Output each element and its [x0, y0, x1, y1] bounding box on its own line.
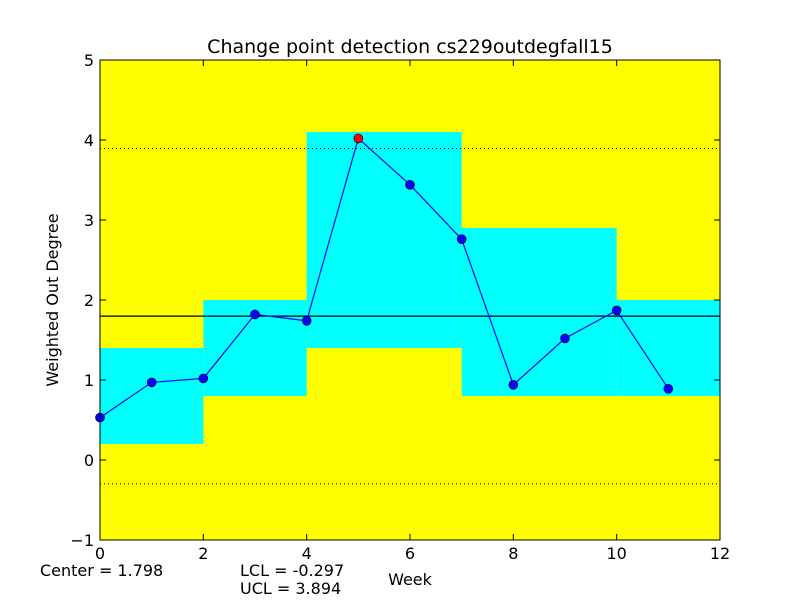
x-axis-label: Week	[388, 570, 433, 589]
lcl-stat: LCL = -0.297	[240, 561, 345, 580]
data-point	[611, 305, 622, 316]
data-point	[663, 383, 674, 394]
y-tick-label: 1	[84, 371, 94, 390]
series-line-group	[99, 137, 669, 419]
y-tick-label: 5	[84, 51, 94, 70]
series-line	[99, 137, 669, 419]
x-tick-label: 12	[710, 544, 730, 563]
y-axis-label: Weighted Out Degree	[43, 213, 62, 386]
data-point	[405, 180, 415, 190]
y-tick-label: 3	[84, 211, 94, 230]
y-tick-label: −1	[70, 531, 94, 550]
band-segment-3	[306, 132, 462, 348]
data-point	[146, 377, 157, 388]
x-tick-label: 6	[405, 544, 415, 563]
x-tick-label: 4	[302, 544, 312, 563]
band-segment-1	[100, 348, 204, 444]
chart-title: Change point detection cs229outdegfall15	[207, 36, 613, 58]
y-tick-label: 4	[84, 131, 94, 150]
x-tick-label: 2	[198, 544, 208, 563]
band-segment-4	[461, 228, 617, 396]
x-tick-label: 0	[95, 544, 105, 563]
data-point	[198, 373, 209, 384]
band-segment-5	[616, 300, 720, 396]
x-tick-label: 8	[508, 544, 518, 563]
data-point	[560, 333, 570, 344]
center-stat: Center = 1.798	[40, 561, 164, 580]
data-point	[250, 309, 260, 320]
y-tick-label: 0	[84, 451, 94, 470]
data-point	[508, 379, 519, 390]
data-point	[456, 234, 467, 244]
data-point	[301, 315, 312, 326]
x-tick-label: 10	[606, 544, 626, 563]
ucl-stat: UCL = 3.894	[240, 579, 342, 598]
y-tick-label: 2	[84, 291, 94, 310]
highlighted-point	[353, 133, 364, 144]
reference-lines	[100, 147, 720, 485]
data-points	[95, 133, 674, 423]
